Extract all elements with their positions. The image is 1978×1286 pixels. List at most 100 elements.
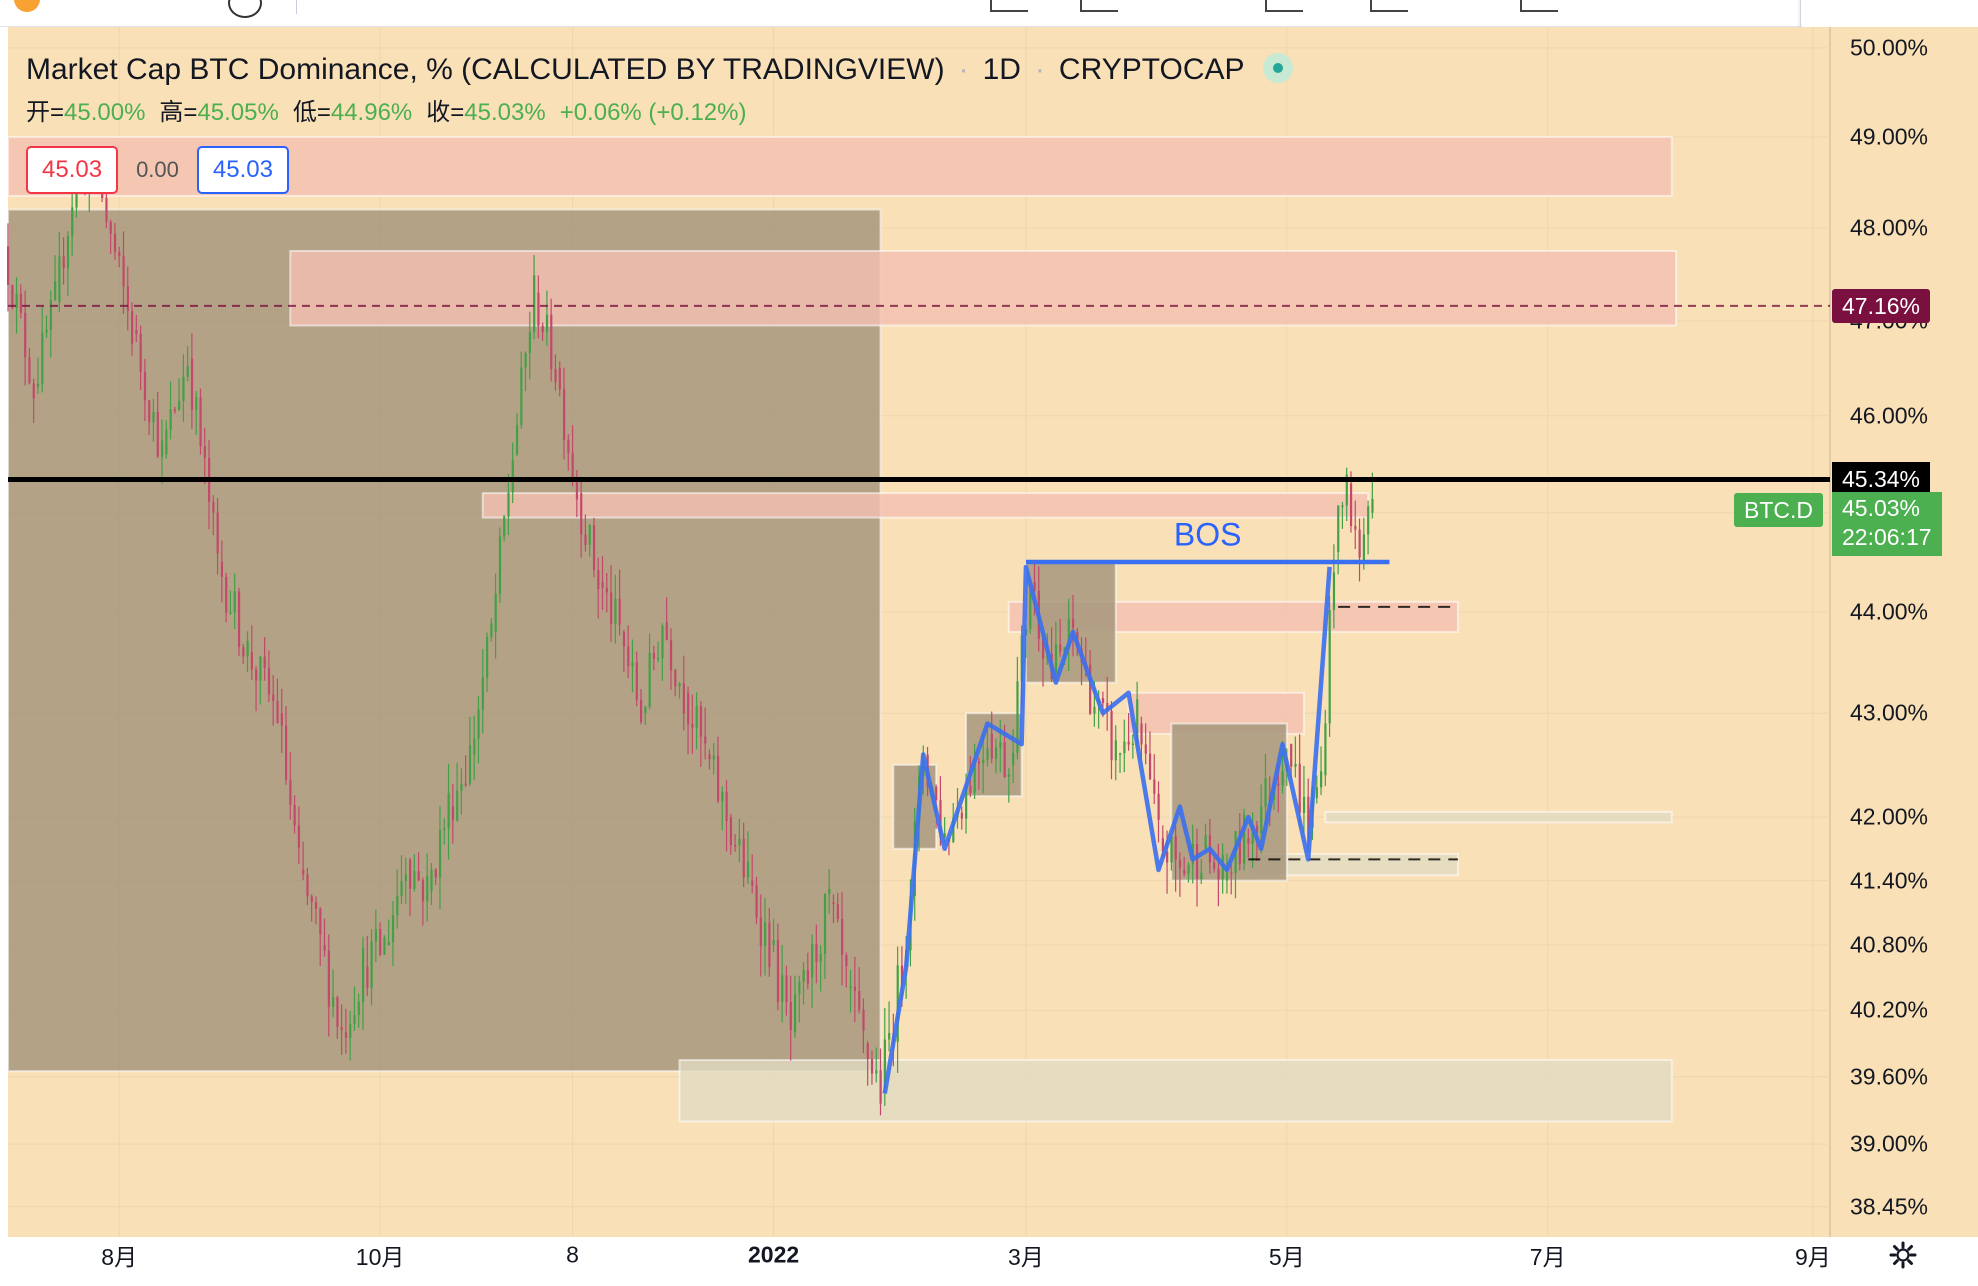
candle-body <box>618 598 621 625</box>
candle-body <box>233 591 236 613</box>
candle-body <box>657 657 660 660</box>
candle-body <box>306 874 309 897</box>
legend-separator: · <box>1034 53 1045 86</box>
candle-body <box>567 439 570 453</box>
window-controls-panel[interactable] <box>1800 0 1978 30</box>
candle-body <box>716 755 720 802</box>
candle-body <box>71 207 74 237</box>
y-tick-label: 46.00% <box>1850 402 1929 429</box>
candle-body <box>160 440 164 457</box>
replay-icon[interactable] <box>1520 0 1558 12</box>
candle-body <box>1367 506 1370 535</box>
candle-body <box>533 275 536 333</box>
candle-body <box>575 479 579 500</box>
candle-body <box>965 784 968 819</box>
candle-body <box>772 939 775 946</box>
candle-body <box>1200 872 1203 880</box>
candle-body <box>122 255 125 287</box>
candle-body <box>597 570 600 589</box>
candle-body <box>36 383 40 388</box>
candle-body <box>434 869 437 878</box>
candle-body <box>404 874 407 882</box>
buy-price-button[interactable]: 45.03 <box>196 146 289 194</box>
candle-body <box>374 928 378 942</box>
candle-body <box>622 631 626 647</box>
candle-body <box>1213 862 1216 869</box>
legend-separator: · <box>958 53 969 86</box>
open-key: 开= <box>26 99 65 126</box>
candle-body <box>182 376 185 401</box>
candle-body <box>353 1015 356 1025</box>
indicator-icon[interactable] <box>990 0 1028 12</box>
level-tag-pink: 47.16% <box>1832 288 1931 323</box>
candle-body <box>699 706 703 737</box>
candle-body <box>332 997 335 1007</box>
candle-body <box>152 411 155 423</box>
candle-body <box>1042 639 1045 659</box>
candle-body <box>186 366 189 377</box>
candle-body <box>1114 740 1117 761</box>
candle-body <box>267 667 271 695</box>
current-price-tag: 45.03% 22:06:17 <box>1832 491 1942 556</box>
y-tick-label: 50.00% <box>1850 34 1929 61</box>
candle-body <box>143 371 147 401</box>
candle-body <box>451 806 455 821</box>
candle-body <box>178 400 181 411</box>
candle-body <box>1136 699 1139 744</box>
candle-body <box>45 329 48 333</box>
candle-body <box>725 791 728 821</box>
candle-body <box>682 683 685 714</box>
candle-body <box>1003 742 1006 777</box>
gear-icon[interactable] <box>1888 1240 1918 1270</box>
candle-body <box>999 742 1002 748</box>
candle-body <box>986 748 989 760</box>
candle-body <box>550 314 553 370</box>
candle-body <box>327 950 330 1007</box>
trade-price-boxes: 45.03 0.00 45.03 <box>26 146 289 194</box>
candle-body <box>849 986 852 989</box>
y-tick-label: 42.00% <box>1850 803 1929 830</box>
candle-body <box>1290 744 1293 767</box>
toolbar-circle-icon[interactable] <box>228 0 262 18</box>
candle-body <box>1238 831 1241 864</box>
candle-body <box>580 493 583 535</box>
candle-body <box>272 694 275 702</box>
candle-body <box>541 325 544 333</box>
x-tick-label: 8 <box>566 1241 579 1268</box>
candle-body <box>691 723 694 728</box>
candle-body <box>545 314 549 333</box>
bottom-edge <box>0 1276 1978 1286</box>
y-tick-label: 49.00% <box>1850 123 1929 150</box>
layout-icon[interactable] <box>1265 0 1303 12</box>
candle-body <box>58 256 61 303</box>
candle-body <box>1302 796 1306 814</box>
candle-body <box>225 576 228 613</box>
candle-body <box>447 793 450 829</box>
candle-body <box>990 733 993 759</box>
candle-body <box>1260 806 1263 834</box>
candle-body <box>19 293 23 313</box>
candle-body <box>1140 723 1143 745</box>
candle-body <box>815 943 818 962</box>
candle-body <box>1264 778 1267 807</box>
symbol-title[interactable]: Market Cap BTC Dominance, % (CALCULATED … <box>26 53 945 86</box>
candle-body <box>477 709 480 739</box>
chart-area[interactable] <box>0 27 1978 1286</box>
candle-body <box>802 969 805 982</box>
candle-body <box>687 692 690 724</box>
candle-body <box>631 662 634 667</box>
candle-body <box>498 536 502 594</box>
price-chart[interactable] <box>0 27 1978 1286</box>
candle-body <box>344 1032 348 1038</box>
candle-body <box>1324 723 1327 776</box>
candle-body <box>1371 498 1374 513</box>
candle-body <box>173 409 177 411</box>
user-avatar[interactable] <box>14 0 40 12</box>
interval-label[interactable]: 1D <box>982 53 1021 86</box>
candle-body <box>507 492 510 517</box>
candle-body <box>310 896 313 903</box>
candle-body <box>1332 572 1336 611</box>
bar-chart-icon[interactable] <box>1080 0 1118 12</box>
alert-icon[interactable] <box>1370 0 1408 12</box>
sell-price-button[interactable]: 45.03 <box>26 146 119 194</box>
